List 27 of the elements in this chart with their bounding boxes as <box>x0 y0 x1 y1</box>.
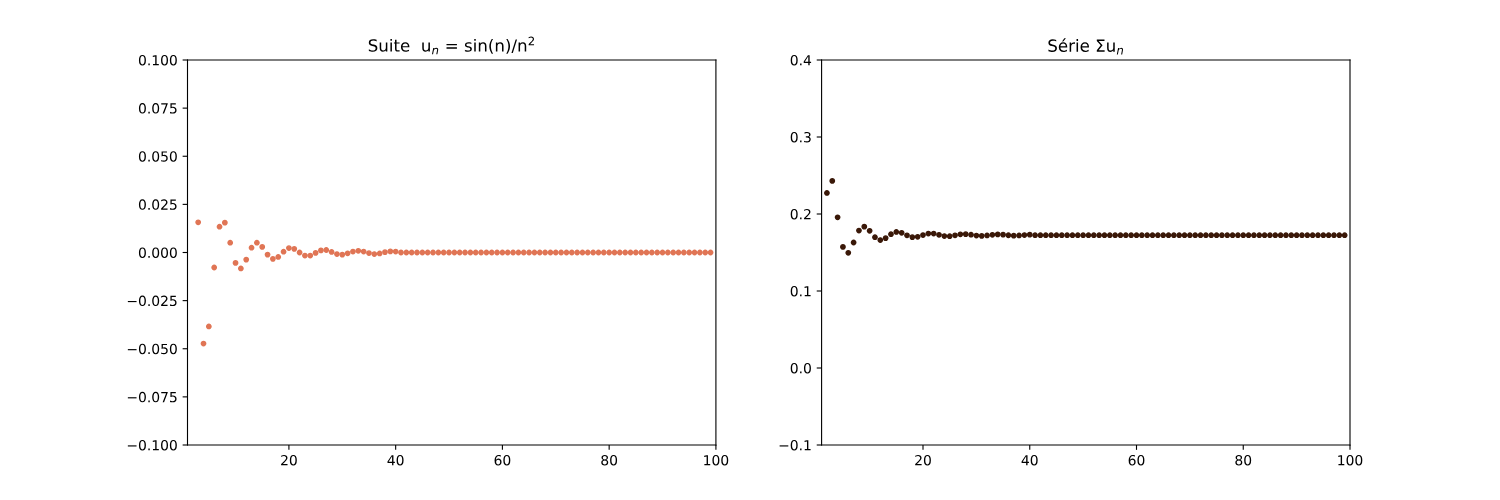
x-tick-label: 60 <box>494 454 511 466</box>
x-tick-label: 60 <box>1128 454 1145 466</box>
y-tick-label: 0.2 <box>790 208 811 220</box>
chart-title: Série Σu$_{n}$ <box>1048 38 1124 55</box>
x-tick-label: 80 <box>1235 454 1252 466</box>
y-tick-label: 0.3 <box>790 131 811 143</box>
y-tick-label: −0.025 <box>127 295 177 307</box>
y-tick-label: 0.1 <box>790 285 811 297</box>
y-tick-label: −0.075 <box>127 391 177 403</box>
x-tick-label: 100 <box>704 454 729 466</box>
y-tick-label: 0.050 <box>138 151 177 162</box>
x-tick-label: 20 <box>281 454 297 466</box>
y-tick-label: −0.050 <box>127 343 177 355</box>
y-tick-label: 0.075 <box>138 103 177 114</box>
x-tick-label: 100 <box>1338 454 1363 466</box>
chart-title: Suite u$_{n}$ = sin(n)/n$^{2}$ <box>368 36 535 55</box>
y-tick-label: 0.000 <box>138 247 177 258</box>
y-tick-label: −0.100 <box>127 439 177 451</box>
x-tick-label: 20 <box>915 454 931 466</box>
y-tick-label: 0.025 <box>138 199 177 210</box>
x-tick-label: 80 <box>601 454 618 466</box>
y-tick-label: 0.0 <box>790 362 811 374</box>
y-tick-label: 0.4 <box>790 54 812 66</box>
y-tick-label: 0.100 <box>138 54 177 66</box>
x-tick-label: 40 <box>387 454 404 466</box>
x-tick-label: 40 <box>1021 454 1038 466</box>
y-tick-label: −0.1 <box>779 439 811 451</box>
